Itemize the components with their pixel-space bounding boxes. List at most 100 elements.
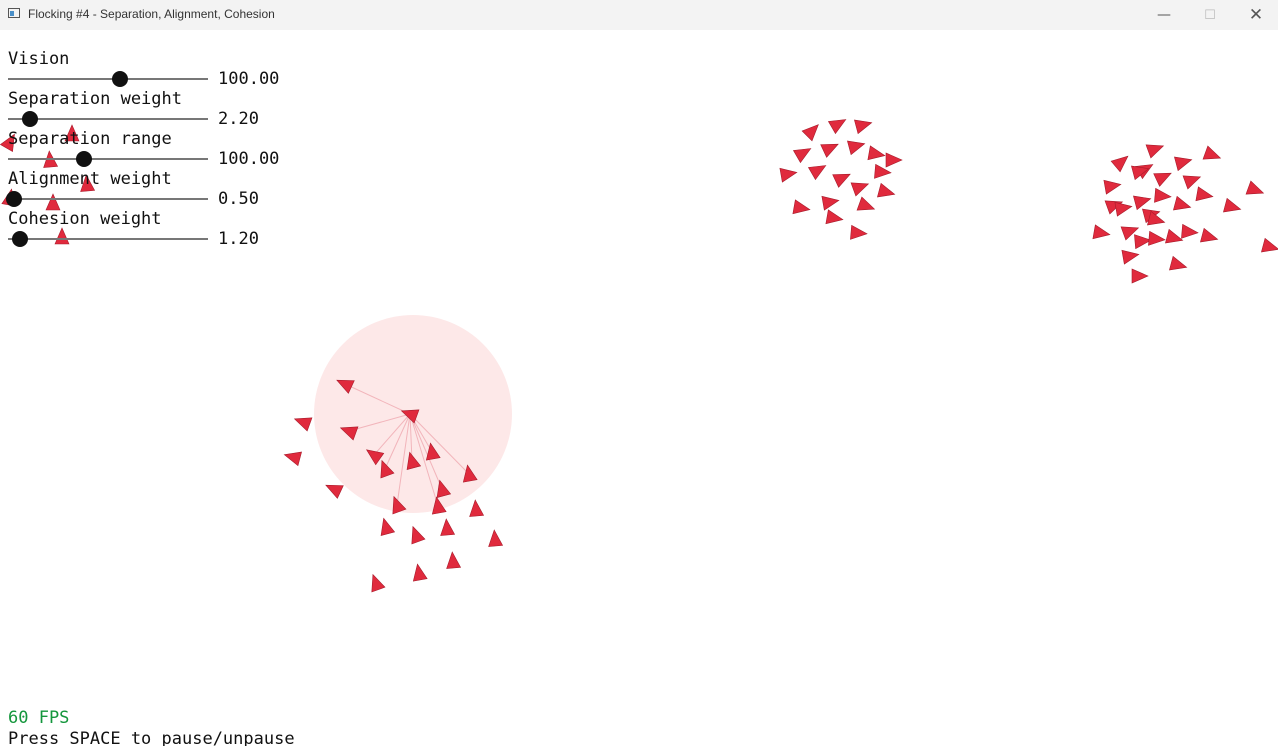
slider-track[interactable]: [8, 198, 208, 200]
neighbor-link-line: [409, 413, 413, 462]
boid-triangle: [856, 196, 876, 211]
slider-track[interactable]: [8, 78, 208, 80]
slider-knob[interactable]: [12, 231, 28, 247]
boid-triangle: [336, 379, 355, 394]
simulation-svg: [0, 119, 1278, 593]
slider-knob[interactable]: [22, 111, 38, 127]
boid-triangle: [371, 573, 386, 593]
boid-triangle: [469, 499, 485, 517]
boid-triangle: [64, 124, 80, 142]
simulation-canvas[interactable]: Vision 100.00 Separation weight 2.20 Separat…: [0, 30, 1278, 746]
neighbor-link-line: [373, 413, 411, 456]
slider-track[interactable]: [8, 118, 208, 120]
neighbor-link-line: [384, 413, 411, 470]
boid-triangle: [832, 173, 851, 188]
boid-triangle: [821, 195, 840, 211]
boid-triangle: [1114, 201, 1133, 217]
slider-knob[interactable]: [76, 151, 92, 167]
slider-label: Alignment weight: [8, 169, 172, 189]
slider-value: 100.00: [218, 69, 280, 89]
slider-knob[interactable]: [6, 191, 22, 207]
boid-triangle: [1174, 156, 1193, 172]
boid-triangle: [1110, 155, 1129, 173]
boid-triangle: [425, 442, 441, 461]
maximize-icon[interactable]: ☐: [1204, 7, 1216, 23]
boid-triangle: [874, 163, 892, 179]
boid-triangle: [412, 563, 428, 582]
boid-triangle: [406, 451, 422, 470]
boid-triangle: [0, 133, 15, 153]
boid-triangle: [54, 227, 70, 245]
boid-triangle: [462, 464, 478, 483]
neighbor-link-line: [409, 413, 443, 490]
neighbor-link-line: [344, 383, 411, 415]
boid-triangle: [366, 449, 385, 466]
boid-triangle: [380, 517, 396, 536]
boid-triangle: [1165, 228, 1184, 244]
title-bar[interactable]: Flocking #4 - Separation, Alignment, Coh…: [0, 0, 1278, 30]
boid-triangle: [400, 409, 420, 424]
boid-triangle: [847, 140, 866, 156]
boid-triangle: [45, 193, 61, 211]
boid-triangle: [885, 152, 903, 168]
slider-label: Separation range: [8, 129, 172, 149]
neighbor-link-line: [409, 413, 439, 507]
slider-label: Separation weight: [8, 89, 182, 109]
boid-triangle: [827, 119, 847, 135]
boid-triangle: [283, 451, 302, 467]
boid-triangle: [792, 148, 812, 164]
boid-triangle: [1245, 180, 1265, 195]
boid-triangle: [1121, 249, 1140, 265]
boid-triangle: [850, 224, 868, 240]
boid-triangle: [1154, 187, 1172, 203]
close-icon[interactable]: ✕: [1248, 5, 1264, 25]
boid-triangle: [1223, 197, 1242, 213]
fps-counter: 60 FPS: [8, 708, 70, 728]
slider-track[interactable]: [8, 158, 208, 160]
boid-triangle: [807, 165, 827, 181]
boid-triangle: [1173, 195, 1192, 211]
boid-triangle: [411, 525, 426, 545]
boid-triangle: [1131, 268, 1149, 284]
boid-triangle: [1092, 224, 1111, 240]
boid-triangle: [440, 518, 456, 536]
boid-triangle: [431, 496, 447, 515]
boid-triangle: [436, 479, 452, 498]
pause-hint: Press SPACE to pause/unpause: [8, 729, 295, 746]
slider-value: 0.50: [218, 189, 259, 209]
boid-triangle: [1134, 234, 1152, 250]
boid-triangle: [854, 119, 873, 135]
boid-triangle: [1153, 172, 1172, 187]
app-window-icon: [8, 8, 20, 18]
slider-knob[interactable]: [112, 71, 128, 87]
boid-triangle: [488, 529, 504, 547]
boid-triangle: [1182, 175, 1202, 190]
boid-triangle: [1103, 179, 1122, 195]
slider-value: 2.20: [218, 109, 259, 129]
boid-triangle: [1195, 186, 1214, 202]
minimize-icon[interactable]: —: [1157, 7, 1171, 23]
slider-value: 1.20: [218, 229, 259, 249]
neighbor-link-line: [409, 413, 470, 475]
slider-track[interactable]: [8, 238, 208, 240]
boid-triangle: [1261, 237, 1278, 253]
boid-triangle: [1181, 223, 1199, 239]
boid-triangle: [850, 182, 870, 197]
boid-triangle: [1202, 145, 1222, 160]
slider-label: Cohesion weight: [8, 209, 162, 229]
boid-triangle: [1148, 230, 1166, 246]
window-title: Flocking #4 - Separation, Alignment, Coh…: [28, 7, 275, 21]
neighbor-link-line: [348, 413, 411, 432]
boid-triangle: [80, 174, 96, 192]
boid-triangle: [1133, 195, 1152, 211]
boid-triangle: [1120, 226, 1140, 241]
boid-triangle: [392, 495, 407, 515]
boid-triangle: [380, 459, 395, 479]
boid-triangle: [339, 426, 359, 441]
boid-triangle: [1131, 165, 1150, 181]
boid-triangle: [1145, 144, 1165, 159]
neighbor-link-line: [396, 413, 411, 506]
boid-triangle: [293, 417, 313, 432]
boid-triangle: [867, 145, 886, 161]
